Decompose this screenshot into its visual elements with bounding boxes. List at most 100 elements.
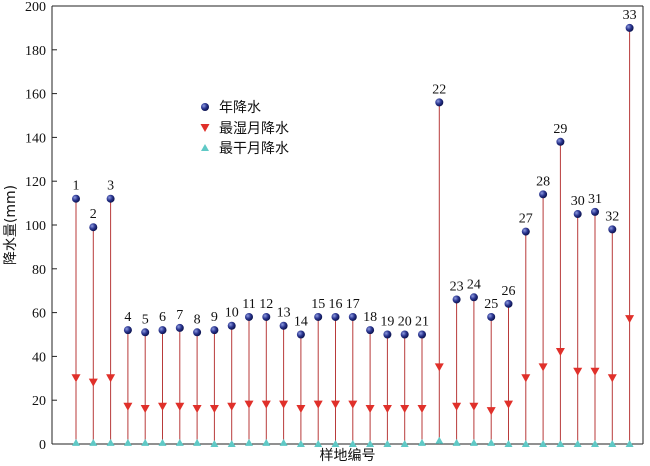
driest-month-marker xyxy=(366,440,375,447)
annual-precip-marker xyxy=(383,330,392,339)
sample-plot-label: 31 xyxy=(588,192,602,207)
sample-plot-label: 6 xyxy=(159,310,166,325)
y-tick-label: 180 xyxy=(25,44,46,59)
legend-label: 年降水 xyxy=(219,100,261,116)
legend-annual-marker xyxy=(201,103,209,111)
annual-precip-marker xyxy=(227,321,236,330)
annual-precip-marker xyxy=(123,326,132,335)
sample-plot-label: 9 xyxy=(211,310,218,325)
annual-precip-marker xyxy=(591,207,599,216)
sample-plot-label: 29 xyxy=(553,122,567,137)
annual-precip-marker xyxy=(556,137,565,146)
annual-precip-marker xyxy=(452,295,461,304)
wettest-month-marker xyxy=(296,404,306,413)
annual-precip-marker xyxy=(245,312,253,321)
wettest-month-marker xyxy=(382,404,392,413)
sample-plot-label: 30 xyxy=(571,194,585,209)
wettest-month-marker xyxy=(313,400,323,409)
annual-precip-marker xyxy=(539,190,548,199)
sample-plot-label: 12 xyxy=(259,297,273,312)
wettest-month-marker xyxy=(348,400,358,409)
annual-precip-marker xyxy=(521,227,530,236)
wettest-month-marker xyxy=(279,400,289,409)
wettest-month-marker xyxy=(227,402,237,411)
annual-precip-marker xyxy=(435,98,444,107)
y-tick-label: 40 xyxy=(32,350,46,365)
driest-month-marker xyxy=(469,438,478,446)
annual-precip-marker xyxy=(158,326,167,335)
sample-plot-label: 11 xyxy=(242,297,255,312)
wettest-month-marker xyxy=(158,402,167,411)
legend-wettest-marker xyxy=(200,124,210,132)
driest-month-marker xyxy=(141,438,150,446)
annual-precip-marker xyxy=(141,328,150,337)
wettest-month-marker xyxy=(106,374,116,383)
driest-month-marker xyxy=(435,436,444,444)
sample-plot-label: 19 xyxy=(380,315,394,330)
annual-precip-marker xyxy=(296,330,305,339)
driest-month-marker xyxy=(175,438,184,446)
wettest-month-marker xyxy=(123,402,133,411)
sample-plot-label: 13 xyxy=(277,306,291,321)
sample-plot-label: 17 xyxy=(346,297,360,312)
annual-precip-marker xyxy=(89,223,98,232)
annual-precip-marker xyxy=(573,210,582,219)
wettest-month-marker xyxy=(555,348,565,357)
x-axis-title: 样地编号 xyxy=(320,448,376,464)
wettest-month-marker xyxy=(88,378,98,387)
sample-plot-label: 33 xyxy=(623,8,637,23)
annual-precip-marker xyxy=(331,312,340,321)
sample-plot-label: 24 xyxy=(467,277,481,292)
annual-precip-marker xyxy=(348,312,357,321)
y-tick-label: 120 xyxy=(25,175,46,190)
wettest-month-marker xyxy=(504,400,513,409)
annual-precip-marker xyxy=(469,293,478,302)
y-tick-label: 80 xyxy=(32,263,46,278)
sample-plot-label: 10 xyxy=(225,306,239,321)
wettest-month-marker xyxy=(417,404,427,413)
sample-plot-label: 28 xyxy=(536,174,550,189)
wettest-month-marker xyxy=(175,402,185,411)
wettest-month-marker xyxy=(486,407,496,416)
wettest-month-marker xyxy=(521,374,531,383)
sample-plot-label: 1 xyxy=(73,179,80,194)
legend-label: 最干月降水 xyxy=(219,141,289,157)
driest-month-marker xyxy=(227,440,236,447)
driest-month-marker xyxy=(348,440,357,447)
sample-plot-label: 8 xyxy=(194,312,201,327)
y-tick-label: 100 xyxy=(25,219,46,234)
wettest-month-marker xyxy=(192,404,202,413)
sample-plot-label: 18 xyxy=(363,310,377,325)
legend-label: 最湿月降水 xyxy=(219,121,289,137)
markers-layer xyxy=(71,23,635,447)
sample-plot-label: 7 xyxy=(176,308,183,323)
driest-month-marker xyxy=(296,440,305,447)
sample-plot-label: 3 xyxy=(107,179,114,194)
annual-precip-marker xyxy=(279,321,288,330)
wettest-month-marker xyxy=(469,402,479,411)
annual-precip-marker xyxy=(106,194,115,203)
sample-plot-label: 16 xyxy=(329,297,343,312)
driest-month-marker xyxy=(573,440,582,447)
sample-plot-label: 4 xyxy=(124,310,131,325)
sample-plot-label: 21 xyxy=(415,315,429,330)
annual-precip-marker xyxy=(608,225,617,234)
wettest-month-marker xyxy=(625,315,635,324)
driest-month-marker xyxy=(89,438,98,446)
stems-layer xyxy=(75,27,631,444)
wettest-month-marker xyxy=(71,374,81,383)
wettest-month-marker xyxy=(331,400,340,409)
y-axis-title: 降水量(mm) xyxy=(3,185,19,265)
driest-month-marker xyxy=(625,440,634,447)
annual-precip-marker xyxy=(175,323,184,332)
annual-precip-marker xyxy=(314,312,323,321)
annual-precip-marker xyxy=(210,326,219,335)
legend-driest-marker xyxy=(201,144,209,151)
sample-plot-label: 14 xyxy=(294,315,308,330)
annual-precip-marker xyxy=(418,330,426,339)
driest-month-marker xyxy=(123,438,132,446)
driest-month-marker xyxy=(158,438,167,446)
